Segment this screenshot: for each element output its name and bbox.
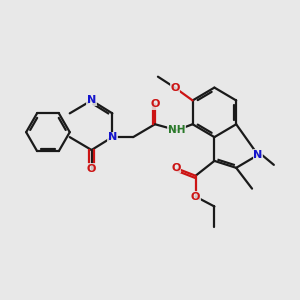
Text: O: O	[150, 99, 160, 110]
Text: N: N	[254, 150, 262, 160]
Text: O: O	[171, 163, 180, 173]
Text: O: O	[87, 164, 96, 174]
Text: O: O	[170, 82, 179, 93]
Text: NH: NH	[168, 125, 185, 135]
Text: O: O	[170, 82, 179, 93]
Text: O: O	[150, 99, 160, 110]
Text: N: N	[87, 95, 96, 106]
Text: O: O	[191, 192, 200, 202]
Text: N: N	[108, 132, 117, 142]
Text: O: O	[191, 192, 200, 202]
Text: O: O	[87, 164, 96, 174]
Text: N: N	[254, 150, 262, 160]
Text: O: O	[171, 163, 180, 173]
Text: N: N	[87, 95, 96, 106]
Text: N: N	[108, 132, 117, 142]
Text: NH: NH	[168, 125, 185, 135]
